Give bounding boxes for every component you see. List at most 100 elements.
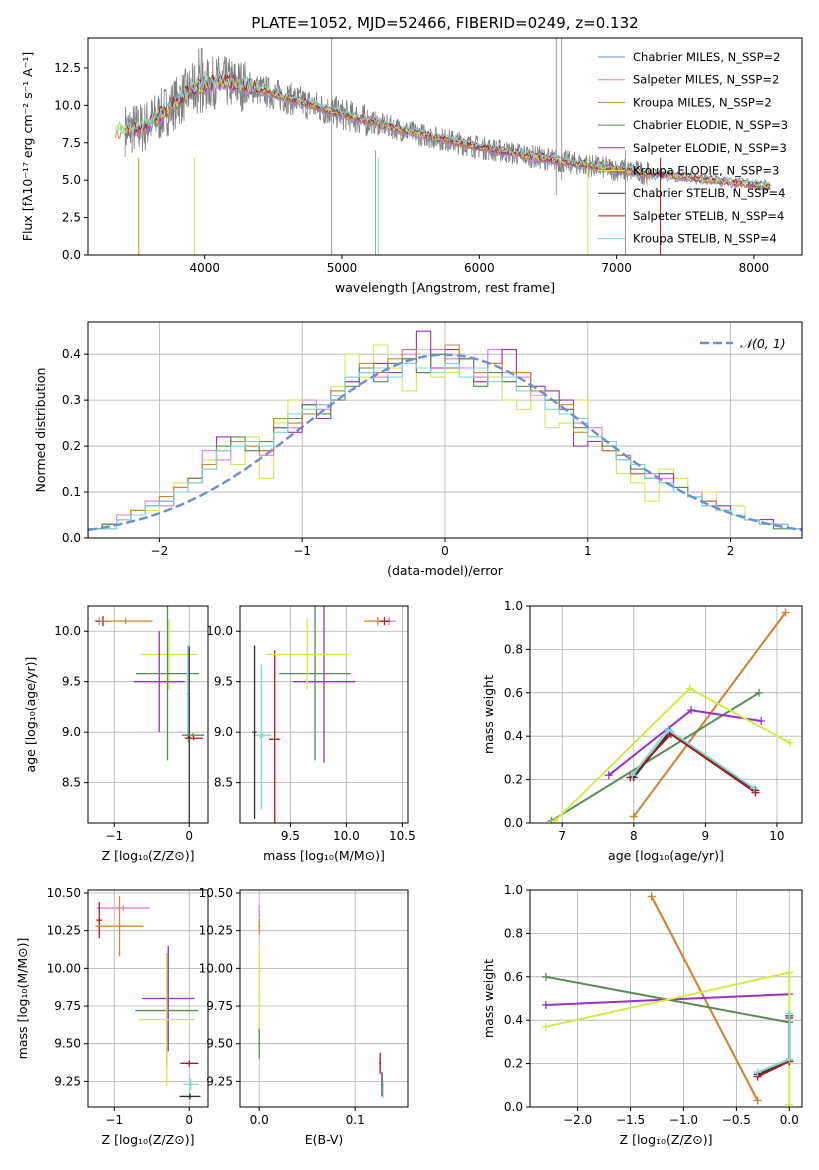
legend-entry: Salpeter STELIB, N_SSP=4	[633, 209, 784, 223]
y-tick-label: 0.1	[62, 485, 81, 499]
x-axis-label: (data-model)/error	[387, 563, 504, 578]
x-tick-label: −2.0	[563, 1113, 592, 1127]
x-tick-label: 6000	[464, 261, 495, 275]
x-tick-label: 7	[558, 829, 566, 843]
y-tick-label: 9.75	[54, 999, 81, 1013]
gaussian-curve	[88, 353, 802, 532]
y-tick-label: 7.5	[62, 136, 81, 150]
y-axis-label: age [log₁₀(age/yr)]	[23, 657, 38, 773]
weight-marker	[755, 688, 764, 697]
x-tick-label: −1	[105, 829, 123, 843]
y-tick-label: 10.25	[199, 924, 233, 938]
y-tick-label: 0.0	[504, 1100, 523, 1114]
weight-marker	[541, 1001, 550, 1010]
y-tick-label: 0.2	[62, 439, 81, 453]
plot-content	[541, 892, 794, 1107]
y-tick-label: 10.0	[54, 98, 81, 112]
y-tick-label: 12.5	[54, 61, 81, 75]
x-tick-label: 0	[441, 544, 449, 558]
x-tick-label: −1.0	[669, 1113, 698, 1127]
plot-area	[88, 606, 208, 823]
legend-entry: Chabrier ELODIE, N_SSP=3	[633, 118, 788, 132]
y-tick-label: 0.8	[504, 926, 523, 940]
axes-frame	[87, 37, 803, 256]
weight-marker	[785, 1055, 794, 1064]
panel-1: −2 −1 0 1 2 0.0 0.1 0.2 0.3 0.4 (data-model)/error…	[33, 321, 803, 578]
y-tick-label: 9.5	[62, 675, 81, 689]
y-tick-label: 9.0	[62, 725, 81, 739]
weight-marker	[647, 892, 656, 901]
axes-frame	[239, 889, 409, 1108]
y-tick-label: 0.4	[504, 729, 523, 743]
weight-marker	[785, 1100, 794, 1107]
y-tick-label: 9.0	[214, 725, 233, 739]
y-tick-label: 2.5	[62, 211, 81, 225]
y-tick-label: 8.5	[62, 776, 81, 790]
x-tick-label: 0	[185, 829, 193, 843]
y-axis-label: mass [log₁₀(M/M⊙)]	[15, 938, 30, 1060]
y-tick-label: 9.75	[206, 999, 233, 1013]
weight-marker	[604, 771, 613, 780]
weight-marker	[541, 972, 550, 981]
axes-frame	[87, 889, 209, 1108]
x-tick-label: 10	[769, 829, 784, 843]
x-tick-label: 10.0	[333, 829, 360, 843]
x-axis-label: mass [log₁₀(M/M⊙)]	[263, 848, 385, 863]
x-axis-label: E(B-V)	[305, 1132, 344, 1147]
y-axis-label: Normed distribution	[33, 368, 48, 493]
legend-entry: Chabrier MILES, N_SSP=2	[633, 50, 780, 64]
x-tick-label: 0.1	[346, 1113, 365, 1127]
x-axis-label: Z [log₁₀(Z/Z⊙)]	[102, 848, 195, 863]
x-tick-label: 9.5	[281, 829, 300, 843]
x-tick-label: −2	[151, 544, 169, 558]
x-tick-label: 5000	[327, 261, 358, 275]
legend-entry: Salpeter ELODIE, N_SSP=3	[633, 141, 787, 155]
axes-frame	[239, 605, 409, 824]
legend-entry: Kroupa STELIB, N_SSP=4	[633, 232, 777, 246]
plot-area	[240, 890, 408, 1107]
x-tick-label: 0	[185, 1113, 193, 1127]
weight-marker	[664, 725, 673, 734]
panel-2: −1 0 8.5 9.0 9.5 10.0 Z [log₁₀(Z/Z⊙)] age [log₁…	[23, 605, 209, 863]
x-axis-label: Z [log₁₀(Z/Z⊙)]	[102, 1132, 195, 1147]
weight-marker	[687, 706, 696, 715]
y-tick-label: 0.0	[62, 248, 81, 262]
y-tick-label: 9.50	[54, 1037, 81, 1051]
weight-marker	[785, 968, 794, 977]
x-axis-label: Z [log₁₀(Z/Z⊙)]	[620, 1132, 713, 1147]
y-tick-label: 0.0	[504, 816, 523, 830]
x-tick-label: 9	[702, 829, 710, 843]
y-tick-label: 1.0	[504, 599, 523, 613]
y-tick-label: 0.4	[504, 1013, 523, 1027]
y-tick-label: 9.50	[206, 1037, 233, 1051]
legend-entry: Chabrier STELIB, N_SSP=4	[633, 186, 785, 200]
legend-entry: Kroupa ELODIE, N_SSP=3	[633, 164, 779, 178]
y-tick-label: 0.4	[62, 347, 81, 361]
weight-marker	[757, 717, 766, 726]
y-tick-label: 10.50	[199, 886, 233, 900]
x-tick-label: 2	[727, 544, 735, 558]
x-axis-label: age [log₁₀(age/yr)]	[608, 848, 724, 863]
x-tick-label: 4000	[189, 261, 220, 275]
y-tick-label: 8.5	[214, 776, 233, 790]
axes-frame	[529, 889, 803, 1108]
legend-entry: Salpeter MILES, N_SSP=2	[633, 73, 779, 87]
x-tick-label: −1	[105, 1113, 123, 1127]
y-tick-label: 0.2	[504, 1057, 523, 1071]
y-tick-label: 9.5	[214, 675, 233, 689]
weight-marker	[753, 1096, 762, 1105]
plot-content	[252, 606, 396, 823]
x-tick-label: 0.0	[780, 1113, 799, 1127]
weight-marker	[750, 784, 759, 793]
plot-content	[258, 905, 384, 1098]
axes-frame	[529, 605, 803, 824]
x-tick-label: 8	[630, 829, 638, 843]
y-tick-label: 10.50	[47, 886, 81, 900]
weight-marker	[785, 1009, 794, 1018]
x-tick-label: −1	[293, 544, 311, 558]
legend-entry: 𝒩(0, 1)	[740, 336, 786, 351]
y-tick-label: 0.0	[62, 531, 81, 545]
x-tick-label: 0.0	[250, 1113, 269, 1127]
y-tick-label: 0.3	[62, 393, 81, 407]
